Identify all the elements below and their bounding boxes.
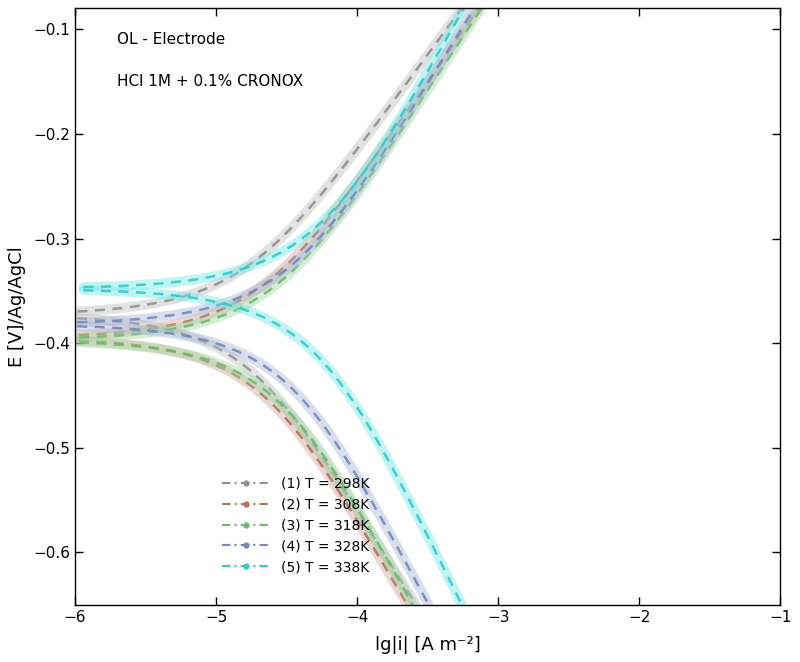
X-axis label: lg|i| [A m⁻²]: lg|i| [A m⁻²] [375,636,481,653]
Y-axis label: E [V]/Ag/AgCl: E [V]/Ag/AgCl [8,246,26,367]
Text: OL - Electrode: OL - Electrode [118,32,226,47]
Legend: (1) T = 298K, (2) T = 308K, (3) T = 318K, (4) T = 328K, (5) T = 338K: (1) T = 298K, (2) T = 308K, (3) T = 318K… [216,471,375,580]
Text: HCl 1M + 0.1% CRONOX: HCl 1M + 0.1% CRONOX [118,74,304,89]
